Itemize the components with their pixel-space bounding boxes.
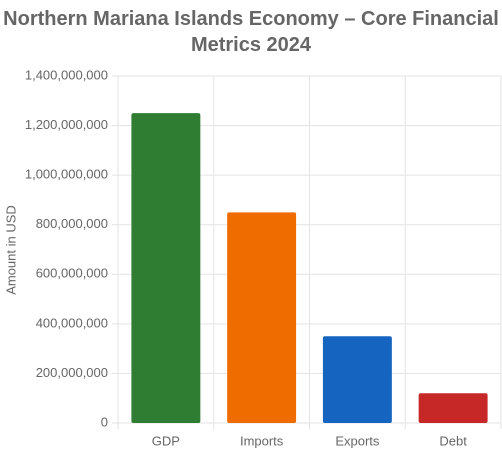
bar [322, 336, 392, 423]
y-tick-label: 600,000,000 [36, 266, 108, 281]
y-axis-label: Amount in USD [3, 205, 18, 295]
x-tick-label: Debt [439, 433, 467, 448]
x-tick-label: Imports [240, 433, 284, 448]
chart-title: Northern Mariana Islands Economy – Core … [3, 8, 499, 56]
y-tick-label: 1,400,000,000 [25, 67, 108, 82]
x-tick-label: Exports [335, 433, 380, 448]
y-tick-label: 1,200,000,000 [25, 117, 108, 132]
x-tick-label: GDP [152, 433, 180, 448]
y-tick-label: 0 [101, 414, 108, 429]
bar [418, 393, 488, 423]
bar [131, 113, 201, 423]
y-tick-label: 200,000,000 [36, 365, 108, 380]
bar [227, 212, 297, 423]
y-tick-label: 1,000,000,000 [25, 167, 108, 182]
y-tick-label: 400,000,000 [36, 315, 108, 330]
y-tick-label: 800,000,000 [36, 216, 108, 231]
